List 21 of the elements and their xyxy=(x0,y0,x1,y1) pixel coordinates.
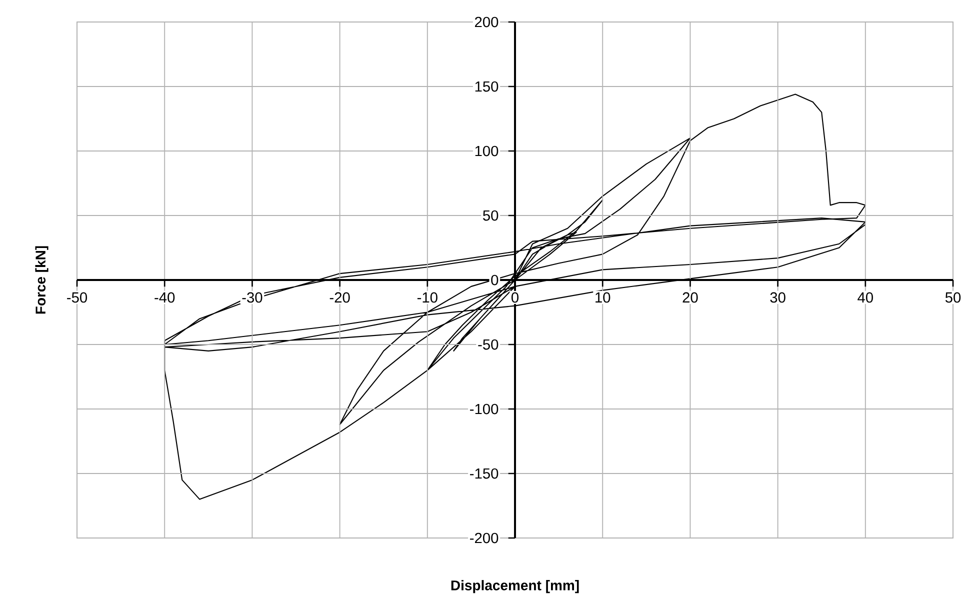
y-tick-label: 0 xyxy=(491,274,498,286)
y-tick-label: -150 xyxy=(470,468,498,479)
x-tick-label: -40 xyxy=(154,292,175,303)
x-tick-label: 40 xyxy=(858,292,873,303)
x-tick-label: -50 xyxy=(67,292,88,303)
x-tick-label: 20 xyxy=(682,292,698,303)
x-tick-label: -10 xyxy=(417,292,438,303)
x-tick-label: 10 xyxy=(596,292,610,303)
y-tick-label: -50 xyxy=(478,339,498,350)
x-tick-label: 30 xyxy=(770,292,786,303)
y-tick-label: 100 xyxy=(475,146,498,156)
x-tick-label: 0 xyxy=(511,292,518,303)
y-tick-label: 150 xyxy=(475,81,498,92)
y-tick-label: -100 xyxy=(470,404,498,414)
x-tick-label: -20 xyxy=(330,292,350,303)
y-tick-label: 50 xyxy=(483,210,498,221)
x-tick-label: 50 xyxy=(945,292,961,303)
y-tick-label: -200 xyxy=(470,532,498,544)
y-tick-label: 200 xyxy=(475,16,498,28)
y-axis-title: Force [kN] xyxy=(35,246,48,314)
x-axis-title: Displacement [mm] xyxy=(451,580,579,594)
